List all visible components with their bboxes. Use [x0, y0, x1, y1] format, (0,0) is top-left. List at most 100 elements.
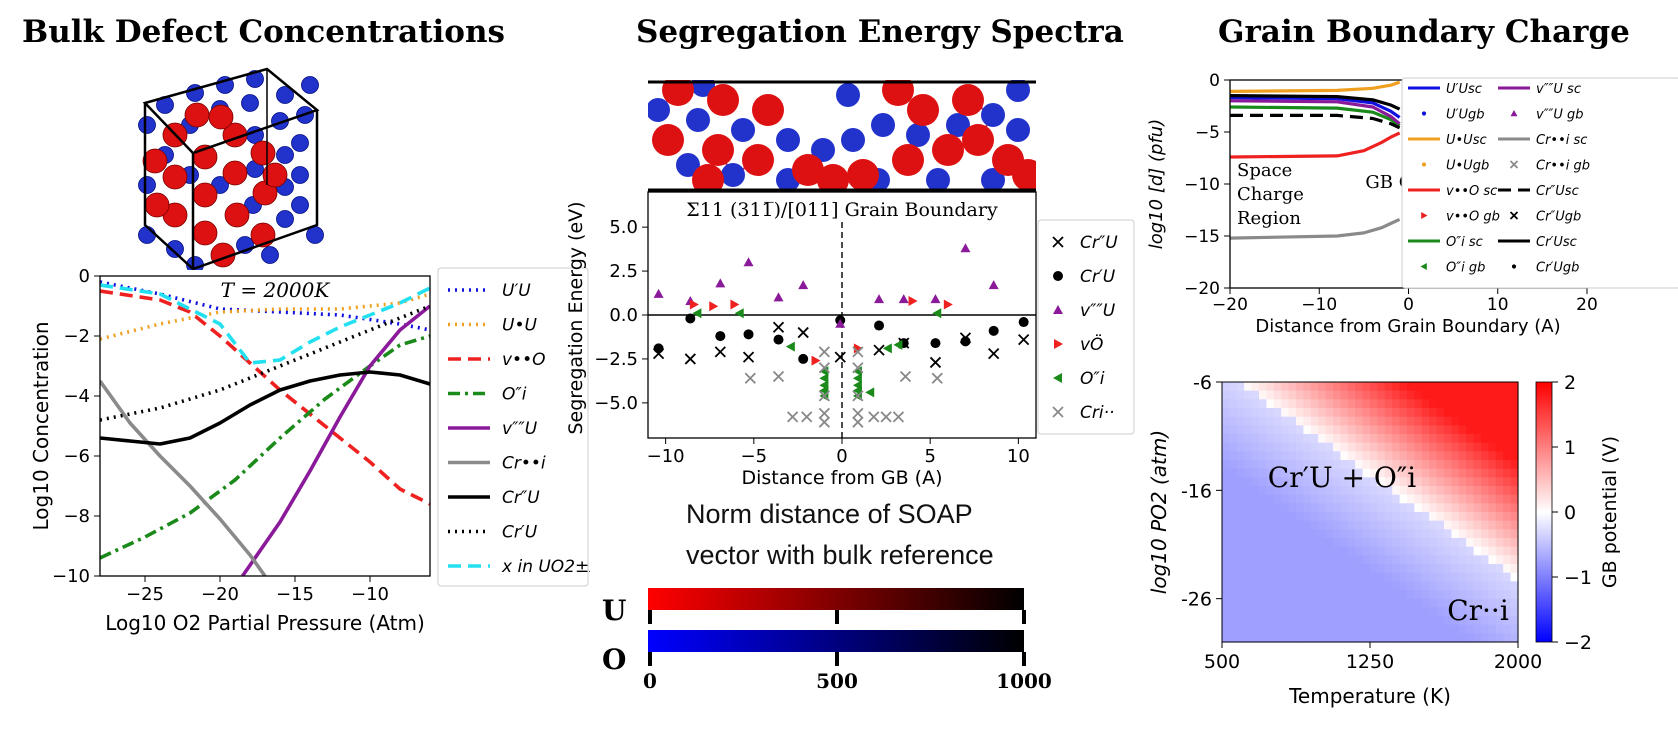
heatmap-cell	[1273, 425, 1282, 435]
heatmap-cell	[1458, 494, 1467, 504]
heatmap-cell	[1229, 512, 1238, 522]
heatmap-cell	[1421, 572, 1430, 582]
heatmap-cell	[1414, 477, 1423, 487]
heatmap-cell	[1325, 538, 1334, 548]
oxygen-atom	[208, 104, 234, 130]
heatmap-cell	[1281, 598, 1290, 608]
heatmap-cell	[1310, 564, 1319, 574]
uranium-atom	[836, 83, 860, 107]
heatmap-cell	[1355, 416, 1364, 426]
gb-potential-heatmap: 500 1250 2000 -6 -16 -26 Cr′U + O″i Cr··i Tem…	[1147, 372, 1621, 708]
heatmap-cell	[1281, 529, 1290, 539]
heatmap-cell	[1414, 486, 1423, 496]
heatmap-cell	[1273, 633, 1282, 643]
heatmap-cell	[1377, 390, 1386, 400]
heatmap-cell	[1236, 434, 1245, 444]
heatmap-cell	[1429, 590, 1438, 600]
heatmap-cell	[1266, 598, 1275, 608]
heatmap-cell	[1310, 399, 1319, 409]
bulk-y-tick-label: −10	[52, 566, 90, 587]
heatmap-cell	[1444, 590, 1452, 600]
heatmap-cell	[1288, 460, 1297, 470]
heatmap-cell	[1414, 468, 1423, 478]
heatmap-cell	[1340, 390, 1349, 400]
uranium-atom	[721, 163, 745, 187]
segregation-point-o-i	[932, 308, 942, 319]
uranium-atom	[291, 134, 309, 152]
heatmap-cell	[1503, 460, 1512, 470]
heatmap-cell	[1429, 503, 1438, 513]
segregation-y-tick-label: 5.0	[609, 217, 638, 238]
heatmap-cell	[1510, 494, 1519, 504]
heatmap-cell	[1259, 434, 1267, 444]
bulk-legend-label: Cr″U	[502, 488, 540, 508]
heatmap-cell	[1481, 512, 1489, 522]
heatmap-cell	[1340, 434, 1349, 444]
heatmap-cell	[1481, 382, 1489, 392]
heatmap-cell	[1347, 590, 1356, 600]
heatmap-cell	[1355, 503, 1364, 513]
heatmap-cell	[1444, 390, 1452, 400]
heatmap-cell	[1288, 546, 1297, 556]
heatmap-cell	[1510, 434, 1519, 444]
heatmap-cell	[1414, 581, 1423, 591]
heatmap-cell	[1377, 486, 1386, 496]
heatmap-cell	[1377, 451, 1386, 461]
heatmap-cell	[1325, 546, 1334, 556]
heatmap-cell	[1266, 538, 1275, 548]
heatmap-cell	[1451, 486, 1460, 496]
heatmap-cell	[1288, 434, 1297, 444]
heatmap-cell	[1244, 486, 1253, 496]
heatmap-cell	[1310, 434, 1319, 444]
heatmap-cell	[1466, 451, 1475, 461]
heatmap-cell	[1495, 598, 1504, 608]
heatmap-cell	[1288, 399, 1297, 409]
heatmap-cell	[1370, 616, 1378, 626]
heatmap-cell	[1244, 442, 1253, 452]
heatmap-cell	[1377, 512, 1386, 522]
heatmap-cell	[1281, 434, 1290, 444]
heatmap-cell	[1340, 564, 1349, 574]
heatmap-cell	[1444, 477, 1452, 487]
heatmap-cell	[1451, 399, 1460, 409]
bulk-x-tick-label: −20	[201, 584, 239, 605]
heatmap-cell	[1399, 451, 1408, 461]
heatmap-cell	[1333, 408, 1341, 418]
heatmap-cell	[1488, 555, 1497, 565]
heatmap-cell	[1473, 503, 1482, 513]
heatmap-cell	[1236, 390, 1245, 400]
heatmap-cell	[1333, 451, 1341, 461]
heatmap-cell	[1458, 434, 1467, 444]
heatmap-cell	[1392, 399, 1401, 409]
heatmap-cell	[1481, 572, 1489, 582]
oxygen-atom	[652, 124, 684, 156]
heatmap-cell	[1222, 590, 1230, 600]
heatmap-cell	[1273, 546, 1282, 556]
segregation-legend-label: vÖ	[1080, 333, 1103, 355]
heatmap-cell	[1333, 468, 1341, 478]
heatmap-cell	[1281, 546, 1290, 556]
oxygen-atom	[932, 134, 964, 166]
oxygen-atom	[742, 144, 774, 176]
heatmap-cell	[1384, 477, 1393, 487]
heatmap-cell	[1384, 451, 1393, 461]
segregation-point-cri	[744, 372, 756, 384]
heatmap-cell	[1333, 425, 1341, 435]
heatmap-cell	[1481, 581, 1489, 591]
heatmap-cell	[1347, 416, 1356, 426]
heatmap-cell	[1266, 520, 1275, 530]
heatmap-cell	[1451, 425, 1460, 435]
heatmap-cell	[1399, 390, 1408, 400]
heatmap-cell	[1229, 555, 1238, 565]
heatmap-cell	[1444, 572, 1452, 582]
uranium-atom	[776, 128, 800, 152]
heatmap-cell	[1340, 408, 1349, 418]
heatmap-cell	[1392, 616, 1401, 626]
heatmap-cell	[1429, 399, 1438, 409]
heatmap-cell	[1340, 607, 1349, 617]
heatmap-cell	[1488, 538, 1497, 548]
segregation-point-cri	[818, 346, 831, 358]
heatmap-cell	[1340, 416, 1349, 426]
heatmap-cell	[1325, 598, 1334, 608]
heatmap-cell	[1281, 572, 1290, 582]
